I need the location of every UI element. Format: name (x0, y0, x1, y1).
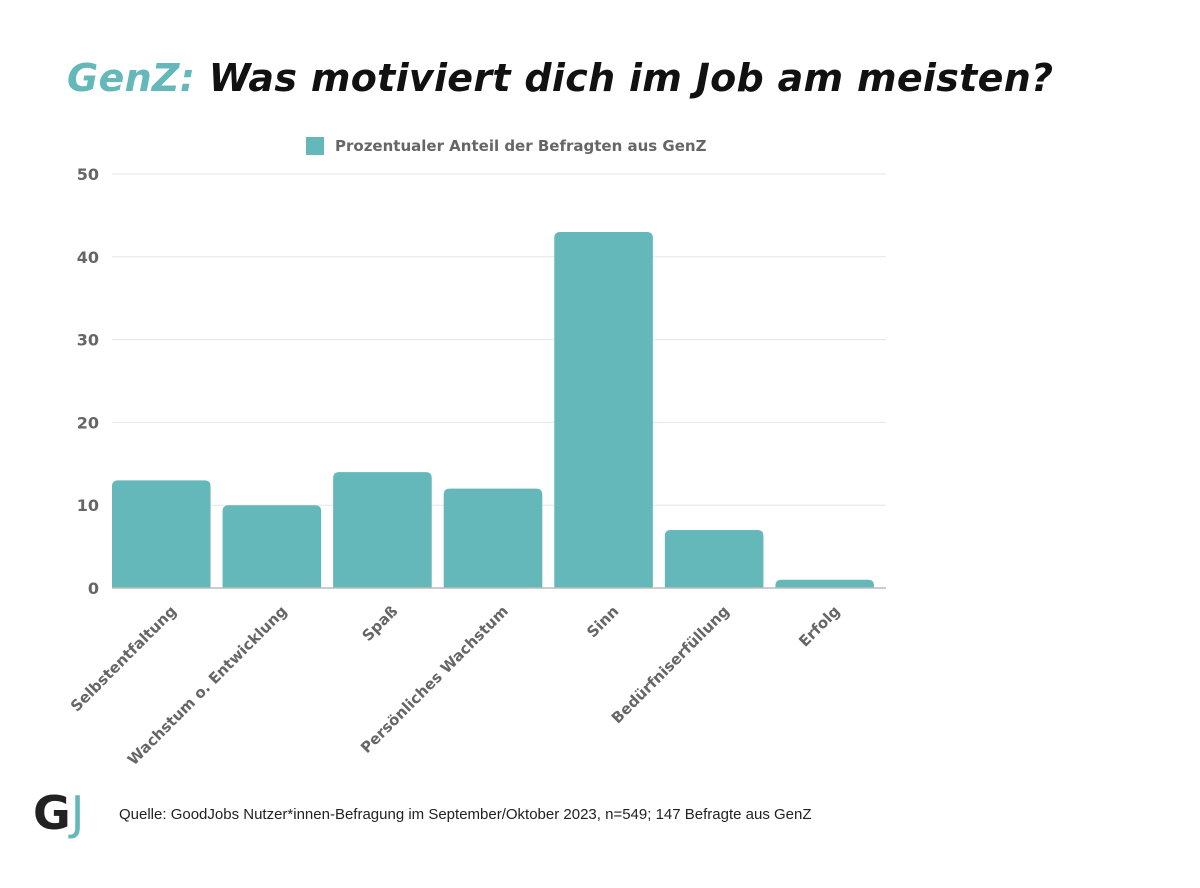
legend: Prozentualer Anteil der Befragten aus Ge… (306, 137, 707, 155)
y-tick-label: 50 (77, 165, 99, 184)
y-axis-ticks: 0 10 20 30 40 50 (77, 165, 99, 598)
bar-selbstentfaltung (112, 480, 211, 588)
y-tick-label: 10 (77, 496, 99, 515)
x-tick-label: Selbstentfaltung (67, 602, 180, 715)
gridlines (112, 173, 886, 506)
logo-g: G (33, 786, 71, 840)
x-tick-label: Erfolg (795, 602, 843, 650)
y-tick-label: 30 (77, 331, 99, 350)
goodjobs-logo: GJ (33, 790, 84, 836)
x-tick-label: Spaß (359, 602, 402, 645)
legend-label: Prozentualer Anteil der Befragten aus Ge… (335, 137, 707, 155)
legend-swatch (306, 137, 324, 155)
bar-wachstum-o-entwicklung (222, 505, 322, 588)
title-main: Was motiviert dich im Job am meisten? (208, 56, 1054, 100)
title-accent: GenZ: (67, 56, 196, 100)
y-tick-label: 0 (88, 579, 99, 598)
chart-title: GenZ: Was motiviert dich im Job am meist… (67, 56, 1053, 100)
x-tick-label: Bedürfniserfüllung (608, 602, 733, 727)
bar-spaß (333, 472, 432, 588)
y-tick-label: 20 (77, 413, 99, 432)
x-tick-label: Sinn (583, 602, 622, 641)
bar-sinn (554, 231, 653, 588)
logo-j: J (70, 786, 85, 840)
bar-erfolg (775, 579, 874, 588)
source-note: Quelle: GoodJobs Nutzer*innen-Befragung … (119, 806, 812, 823)
bar-persönliches-wachstum (443, 488, 543, 588)
bar-bedürfniserfüllung (664, 530, 764, 588)
bars (112, 231, 874, 588)
y-tick-label: 40 (77, 248, 99, 267)
